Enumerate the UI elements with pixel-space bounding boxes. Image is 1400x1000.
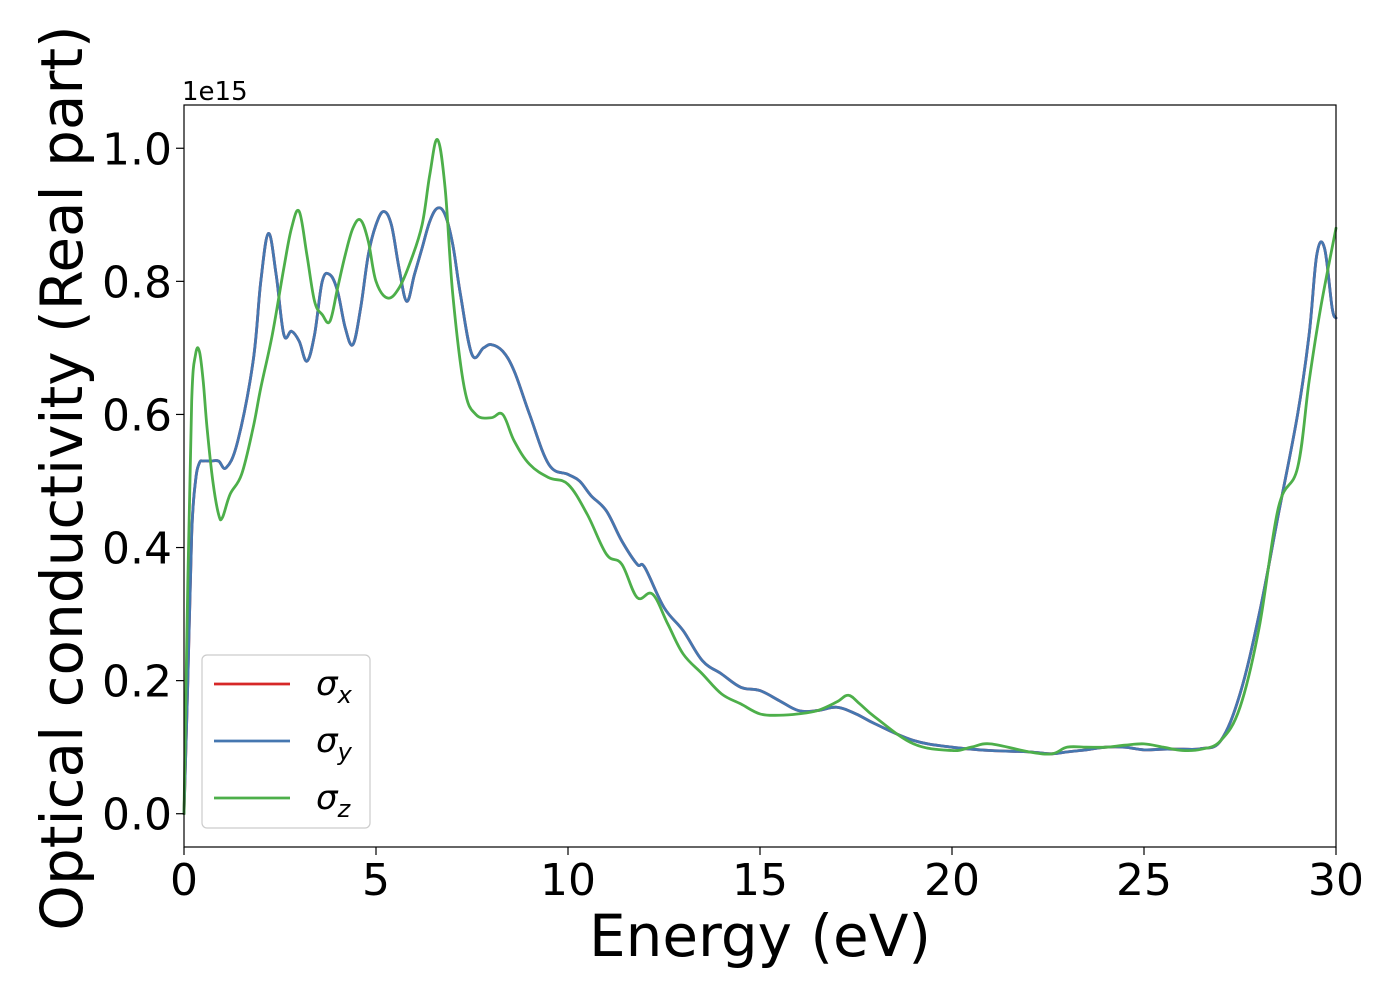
x-tick-label: 5: [362, 855, 390, 906]
x-axis-title: Energy (eV): [589, 902, 931, 970]
x-axis: 0 5 10 15 20 25 30: [170, 847, 1364, 906]
series-line-sigma-y: [182, 206, 1338, 816]
series-layer: [182, 138, 1338, 816]
y-tick-label: 0.4: [102, 524, 172, 575]
series-line-sigma-z: [182, 138, 1338, 816]
x-tick-label: 10: [540, 855, 596, 906]
y-tick-label: 0.6: [102, 390, 172, 441]
x-tick-label: 15: [732, 855, 788, 906]
x-tick-label: 25: [1116, 855, 1172, 906]
legend-label-x: σx: [316, 664, 353, 709]
y-scale-label: 1e15: [182, 77, 248, 107]
y-axis-title: Optical conductivity (Real part): [28, 25, 96, 930]
y-tick-label: 0.0: [102, 790, 172, 841]
y-tick-label: 0.8: [102, 257, 172, 308]
x-tick-label: 30: [1308, 855, 1364, 906]
x-tick-label: 0: [170, 855, 198, 906]
y-tick-label: 1.0: [102, 124, 172, 175]
y-tick-label: 0.2: [102, 657, 172, 708]
y-axis: 0.0 0.2 0.4 0.6 0.8 1.0: [102, 124, 184, 841]
x-tick-label: 20: [924, 855, 980, 906]
